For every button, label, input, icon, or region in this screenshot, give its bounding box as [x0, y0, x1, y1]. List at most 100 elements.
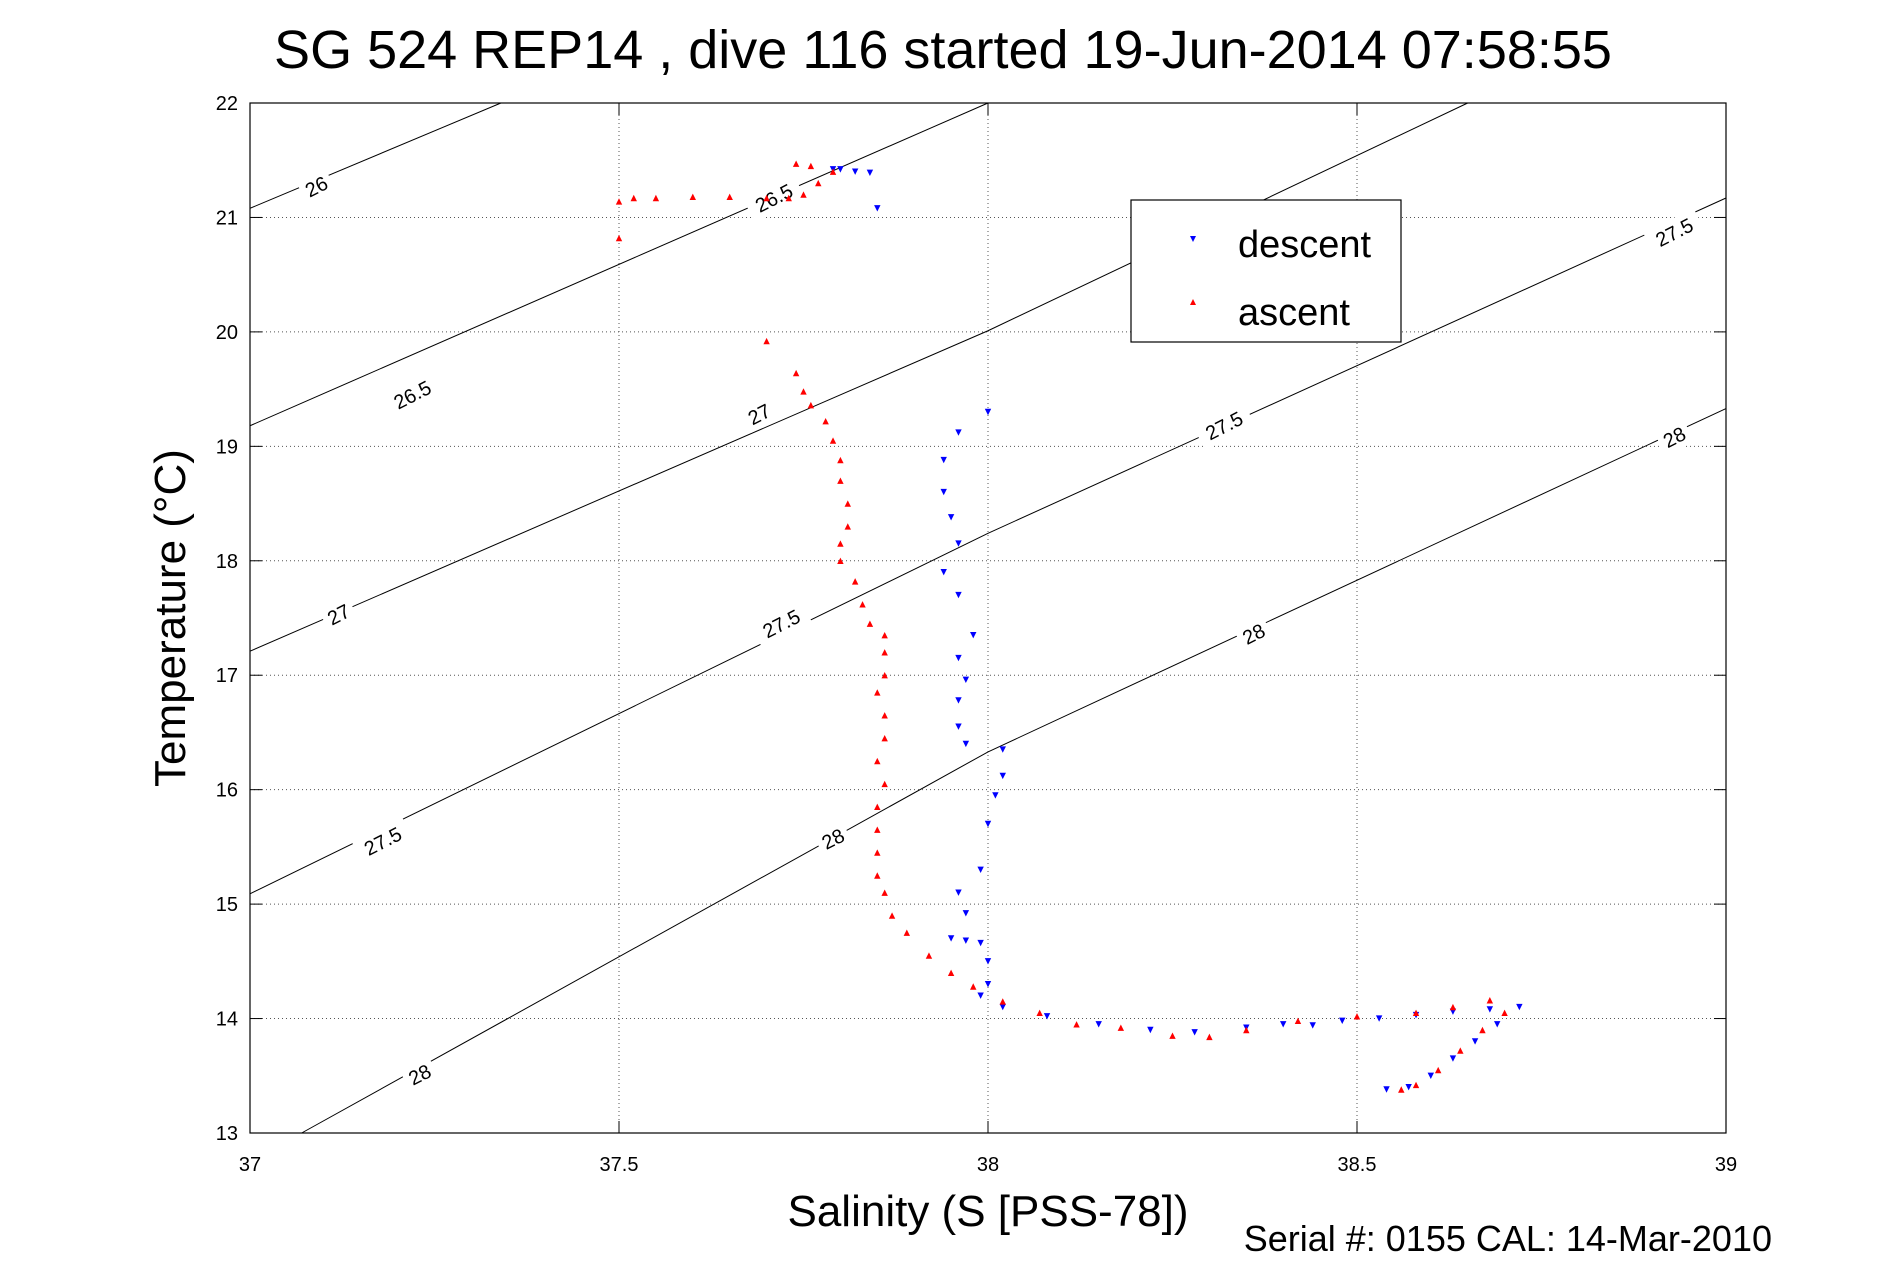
contour-label-bg	[381, 370, 444, 420]
descent-point	[940, 569, 947, 576]
ascent-point	[874, 757, 881, 765]
descent-point	[999, 1003, 1006, 1011]
ascent-point	[807, 162, 815, 170]
x-tick-label: 38.5	[1338, 1154, 1377, 1176]
ascent-point	[800, 191, 807, 198]
ascent-point	[1479, 1026, 1486, 1034]
legend-ascent-label: ascent	[1238, 292, 1350, 334]
descent-point	[947, 514, 955, 521]
x-tick-label: 39	[1715, 1154, 1737, 1176]
ascent-point	[1294, 1017, 1302, 1025]
y-tick-label: 21	[216, 207, 238, 229]
descent-point	[1339, 1017, 1346, 1025]
descent-point	[984, 958, 992, 965]
descent-point	[992, 792, 999, 799]
y-tick-label: 14	[216, 1009, 238, 1031]
ascent-point	[999, 998, 1006, 1005]
ascent-point	[1169, 1032, 1176, 1039]
ascent-point	[888, 912, 896, 919]
descent-point	[837, 166, 844, 173]
legend: descent ascent	[1130, 199, 1402, 343]
ascent-point	[615, 234, 623, 242]
contour-label-bg	[1233, 615, 1274, 653]
x-tick-label: 38	[977, 1154, 999, 1176]
descent-point	[1449, 1055, 1457, 1062]
descent-point	[1383, 1086, 1390, 1093]
descent-point	[1471, 1038, 1479, 1045]
descent-series	[829, 166, 1523, 1093]
y-tick-label: 15	[216, 894, 238, 916]
ascent-point	[881, 672, 888, 679]
ascent-point	[947, 969, 955, 976]
contour-label-bg	[739, 395, 780, 434]
contour-label-bg	[1654, 418, 1695, 457]
y-tick-label: 18	[216, 551, 238, 573]
descent-point	[947, 935, 955, 942]
descent-point	[1191, 1029, 1198, 1036]
ascent-point	[844, 523, 851, 530]
plot-area	[250, 103, 1726, 1133]
ascent-point	[903, 929, 911, 936]
ascent-series	[615, 160, 1508, 1093]
ascent-point	[859, 601, 866, 608]
ascent-point	[881, 649, 888, 656]
ascent-point	[1412, 1009, 1420, 1017]
sigma-contour-line	[249, 102, 989, 427]
ascent-point	[881, 889, 888, 896]
y-tick-label: 13	[216, 1123, 238, 1145]
descent-point	[955, 723, 962, 730]
legend-descent-marker	[1190, 236, 1196, 242]
descent-point	[962, 676, 970, 683]
ascent-point	[1449, 1003, 1457, 1011]
descent-point	[1309, 1022, 1316, 1029]
ascent-point	[874, 803, 881, 811]
descent-point	[1494, 1021, 1501, 1028]
ascent-point	[970, 983, 977, 990]
contour-label-bg	[812, 820, 854, 858]
ascent-point	[615, 198, 623, 205]
contour-label-bg	[1643, 208, 1706, 257]
ascent-point	[630, 194, 637, 202]
ascent-point	[844, 500, 851, 507]
ascent-point	[689, 193, 696, 201]
ascent-point	[1486, 997, 1494, 1004]
ascent-point	[815, 179, 822, 187]
descent-point	[984, 408, 992, 416]
x-axis-label: Salinity (S [PSS-78])	[787, 1187, 1188, 1236]
legend-ascent-marker	[1190, 299, 1196, 305]
contour-label: 27	[739, 395, 780, 434]
ascent-point	[1501, 1009, 1508, 1017]
descent-point	[970, 631, 977, 639]
descent-point	[999, 746, 1006, 753]
descent-point	[1516, 1003, 1523, 1011]
descent-point	[955, 591, 962, 599]
descent-point	[1280, 1021, 1287, 1028]
ascent-point	[837, 456, 844, 464]
descent-point	[940, 488, 947, 496]
descent-point	[1095, 1021, 1102, 1028]
ascent-point	[866, 620, 874, 627]
descent-point	[977, 939, 984, 947]
serial-calibration-note: Serial #: 0155 CAL: 14-Mar-2010	[1244, 1218, 1772, 1259]
chart-title: SG 524 REP14 , dive 116 started 19-Jun-2…	[274, 20, 1612, 80]
contour-label-bg	[399, 1055, 440, 1094]
legend-descent-label: descent	[1238, 224, 1372, 266]
legend-box	[1130, 199, 1402, 343]
descent-point	[1405, 1084, 1412, 1091]
ascent-point	[881, 712, 888, 719]
ascent-point	[925, 952, 933, 959]
descent-point	[999, 772, 1006, 780]
descent-point	[977, 992, 984, 999]
ascent-point	[874, 849, 881, 856]
contour-label: 26	[296, 167, 337, 206]
descent-point	[851, 168, 859, 175]
y-tick-label: 16	[216, 780, 238, 802]
y-axis-label: Temperature (°C)	[146, 449, 195, 787]
y-tick-label: 17	[216, 665, 238, 687]
ascent-point	[1206, 1033, 1213, 1041]
ascent-point	[1036, 1009, 1043, 1017]
descent-point	[962, 740, 970, 748]
y-tick-labels: 13 14 15 16 17 18 19 20 21 22	[216, 93, 238, 1145]
descent-point	[940, 456, 947, 464]
